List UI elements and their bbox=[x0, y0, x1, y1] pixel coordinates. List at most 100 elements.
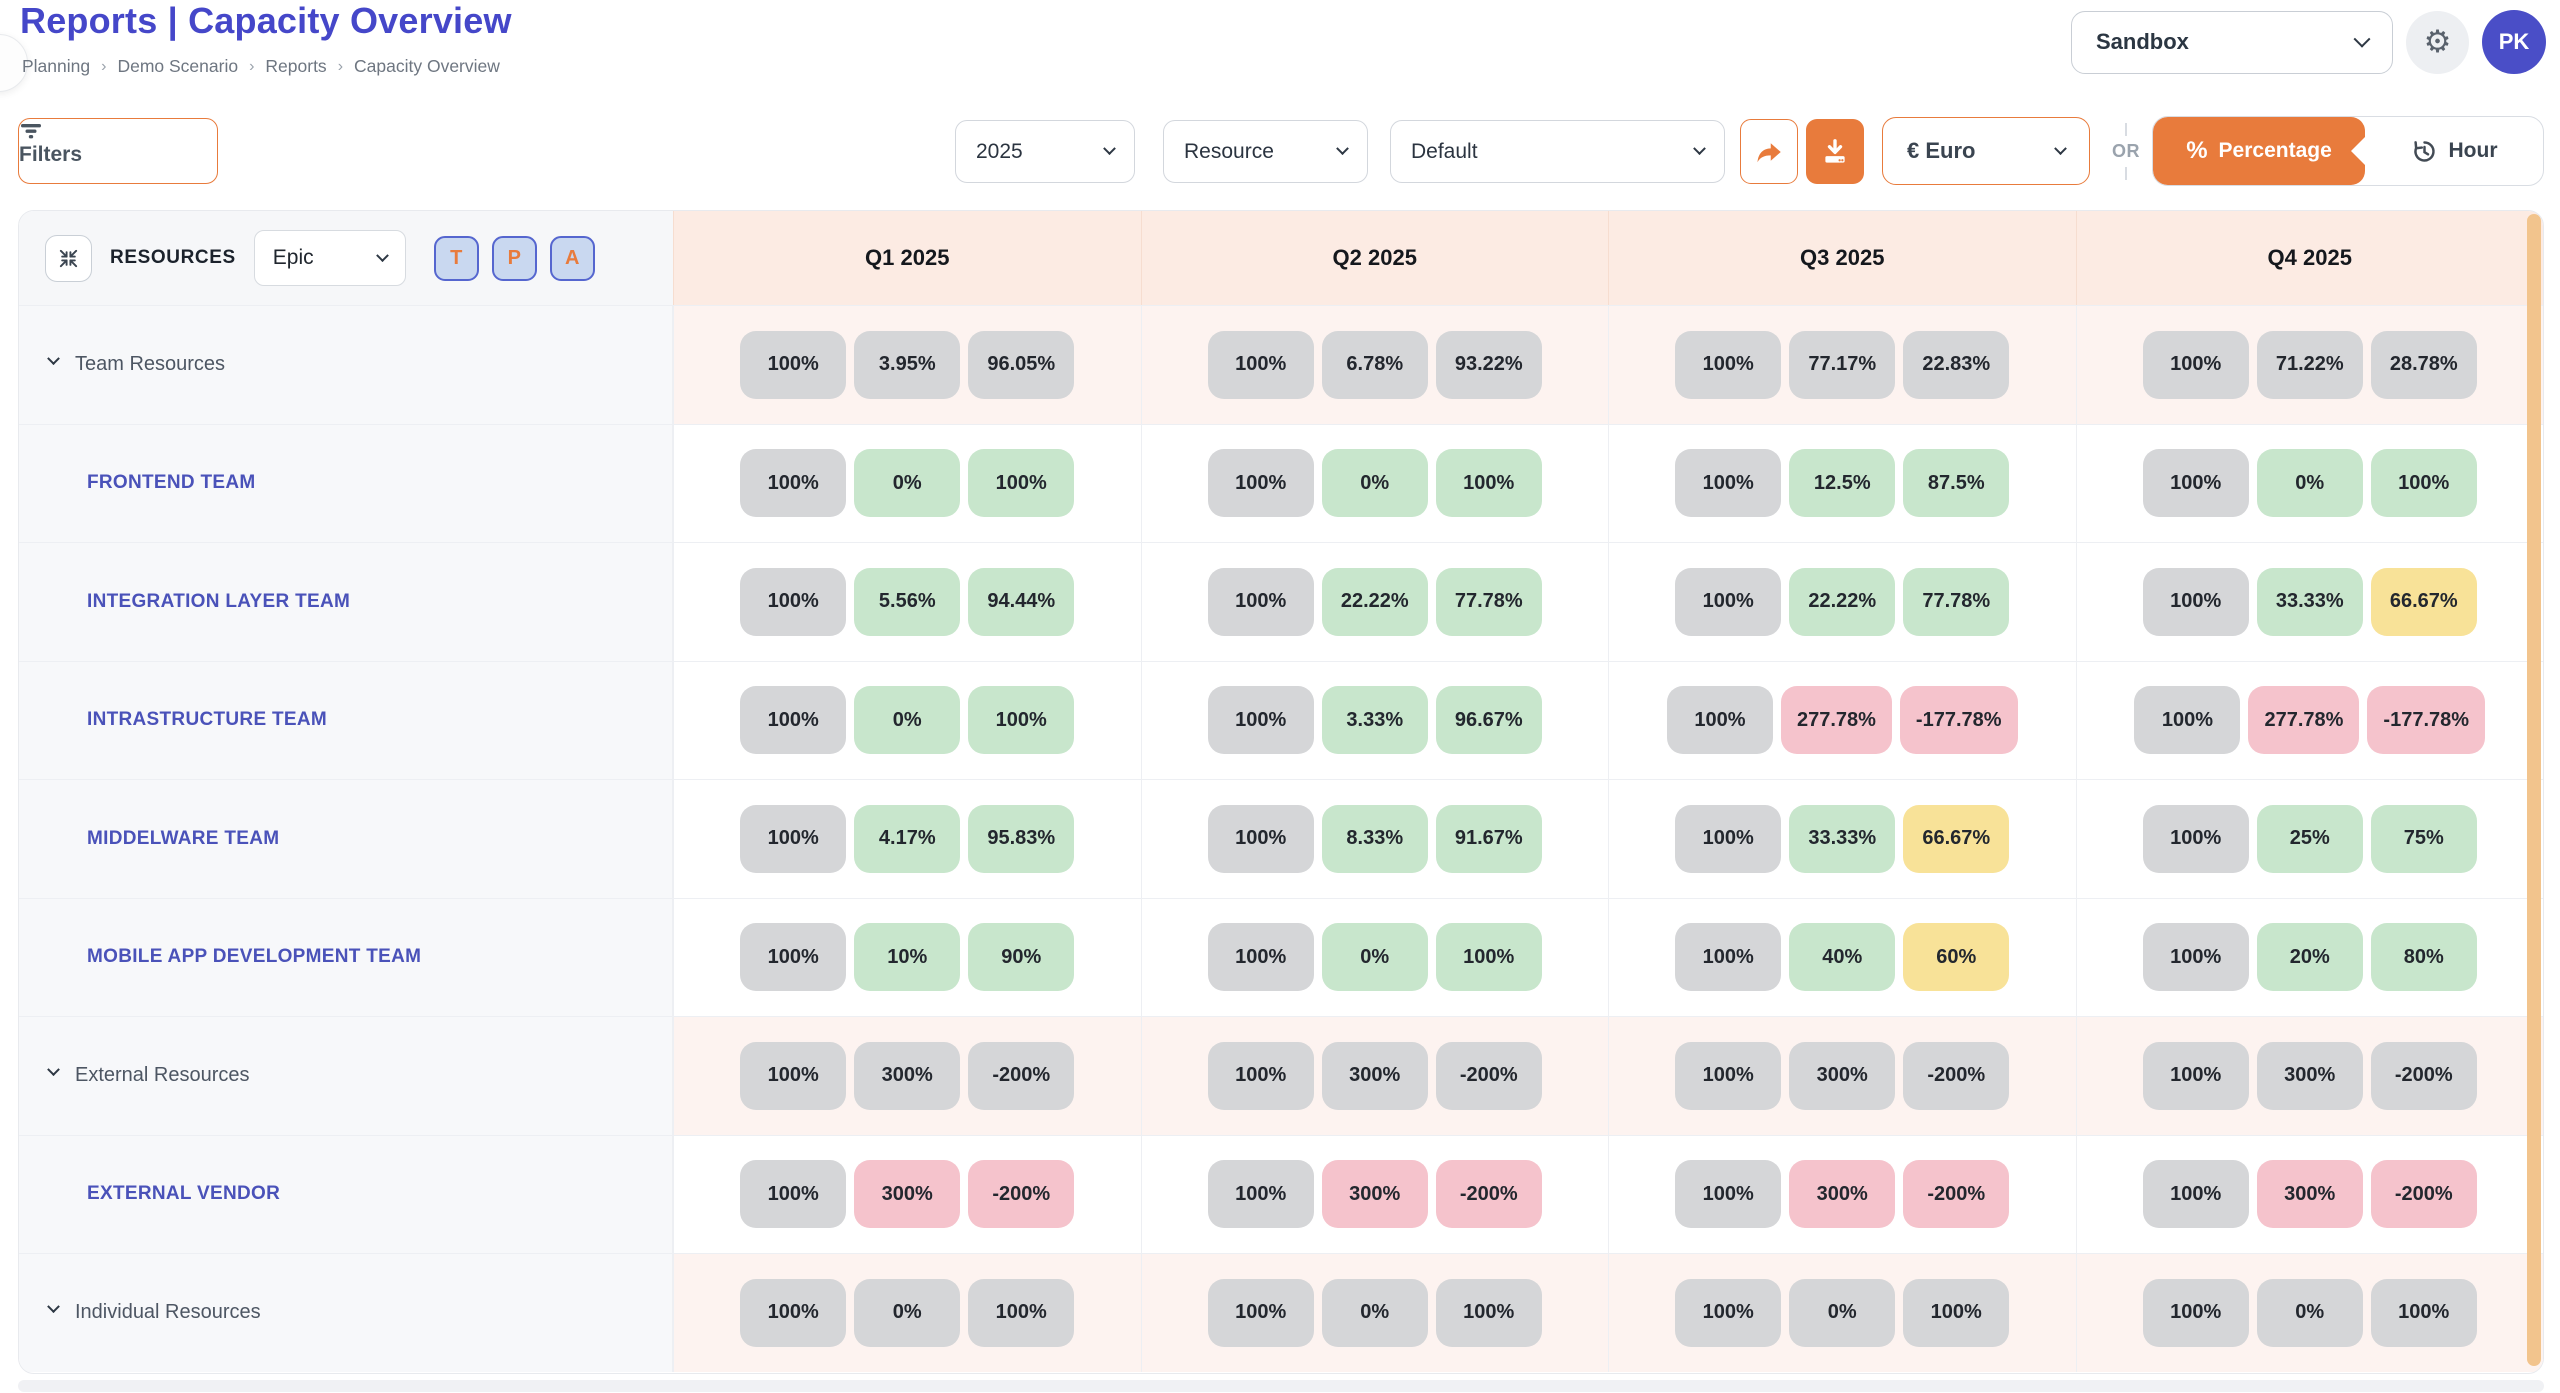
unit-toggle: % Percentage Hour bbox=[2152, 116, 2544, 186]
quarter-cell: 100% 0% 100% bbox=[2075, 1254, 2543, 1372]
capacity-badge: 100% bbox=[1903, 1278, 2010, 1347]
capacity-badge: 300% bbox=[854, 1160, 961, 1229]
team-link[interactable]: FRONTEND TEAM bbox=[87, 472, 256, 494]
capacity-badge: 10% bbox=[854, 923, 961, 992]
team-link[interactable]: INTRASTRUCTURE TEAM bbox=[87, 709, 328, 731]
capacity-badge: 90% bbox=[968, 923, 1075, 992]
team-link[interactable]: EXTERNAL VENDOR bbox=[87, 1183, 281, 1205]
download-button[interactable] bbox=[1806, 119, 1864, 184]
breadcrumb-separator: › bbox=[337, 57, 344, 75]
capacity-badge: 100% bbox=[1435, 1278, 1542, 1347]
capacity-badge: 0% bbox=[854, 1278, 961, 1347]
capacity-badge: -200% bbox=[1435, 1041, 1542, 1110]
resources-label: RESOURCES bbox=[110, 247, 236, 268]
breadcrumb-item[interactable]: Planning bbox=[22, 56, 91, 76]
filter-icon bbox=[21, 124, 41, 139]
column-header-q1: Q1 2025 bbox=[673, 211, 1141, 305]
quarter-cell: 100% 3.33% 96.67% bbox=[1140, 661, 1608, 779]
quarter-cell: 100% 33.33% 66.67% bbox=[1608, 780, 2076, 898]
quarter-cell: 100% 0% 100% bbox=[1608, 1254, 2076, 1372]
quarter-cell: 100% 5.56% 94.44% bbox=[673, 543, 1141, 661]
capacity-badge: 100% bbox=[1207, 1160, 1314, 1229]
capacity-badge: 6.78% bbox=[1321, 330, 1428, 399]
caret-down-icon[interactable] bbox=[47, 352, 60, 371]
collapse-all-button[interactable] bbox=[45, 234, 92, 282]
group-row-label[interactable]: External Resources bbox=[75, 1064, 250, 1087]
team-link[interactable]: MOBILE APP DEVELOPMENT TEAM bbox=[87, 946, 422, 968]
currency-select[interactable]: € Euro bbox=[1882, 117, 2090, 185]
view-select[interactable]: Default bbox=[1390, 120, 1725, 183]
capacity-badge: 100% bbox=[2370, 1278, 2477, 1347]
toggle-percentage[interactable]: % Percentage bbox=[2153, 117, 2365, 185]
quarter-cell: 100% 300% -200% bbox=[1140, 1135, 1608, 1253]
capacity-badge: 100% bbox=[2134, 686, 2241, 755]
capacity-badge: 277.78% bbox=[2248, 686, 2360, 755]
breadcrumb-item[interactable]: Capacity Overview bbox=[354, 56, 500, 76]
capacity-badge: 0% bbox=[1321, 1278, 1428, 1347]
row-label-cell: MOBILE APP DEVELOPMENT TEAM bbox=[19, 898, 673, 1016]
quarter-cell: 100% 0% 100% bbox=[673, 424, 1141, 542]
horizontal-scrollbar[interactable] bbox=[18, 1380, 2544, 1392]
chevron-down-icon bbox=[2353, 30, 2371, 48]
capacity-badge: 100% bbox=[1675, 1041, 1782, 1110]
vertical-scrollbar[interactable] bbox=[2527, 214, 2541, 1366]
capacity-badge: -200% bbox=[1903, 1041, 2010, 1110]
row-label-cell: Individual Resources bbox=[19, 1254, 673, 1372]
group-by-select[interactable]: Resource bbox=[1163, 120, 1368, 183]
table-row: EXTERNAL VENDOR 100% 300% -200% 100% 300% -200… bbox=[19, 1134, 2543, 1253]
environment-select[interactable]: Sandbox bbox=[2071, 10, 2393, 74]
capacity-badge: 100% bbox=[1666, 686, 1773, 755]
capacity-badge: 100% bbox=[1435, 449, 1542, 518]
percent-icon: % bbox=[2186, 137, 2208, 164]
capacity-badge: 4.17% bbox=[854, 804, 961, 873]
capacity-badge: 100% bbox=[740, 1160, 847, 1229]
capacity-badge: 100% bbox=[1435, 923, 1542, 992]
quarter-cell: 100% 10% 90% bbox=[673, 898, 1141, 1016]
capacity-badge: 100% bbox=[2142, 804, 2249, 873]
quarter-cell: 100% 300% -200% bbox=[1140, 1017, 1608, 1135]
capacity-badge: 71.22% bbox=[2256, 330, 2363, 399]
filters-button[interactable]: Filters bbox=[18, 118, 218, 184]
level-select[interactable]: Epic bbox=[253, 230, 406, 286]
quarter-cell: 100% 8.33% 91.67% bbox=[1140, 780, 1608, 898]
quarter-cell: 100% 22.22% 77.78% bbox=[1608, 543, 2076, 661]
avatar[interactable]: PK bbox=[2482, 10, 2546, 74]
capacity-badge: 100% bbox=[1675, 449, 1782, 518]
capacity-badge: 100% bbox=[1675, 567, 1782, 636]
quarter-cell: 100% 0% 100% bbox=[673, 1254, 1141, 1372]
group-row-label[interactable]: Team Resources bbox=[75, 353, 226, 376]
quarter-cell: 100% 0% 100% bbox=[1140, 424, 1608, 542]
caret-down-icon[interactable] bbox=[47, 1300, 60, 1319]
capacity-badge: 8.33% bbox=[1321, 804, 1428, 873]
toggle-t[interactable]: T bbox=[433, 235, 479, 281]
settings-button[interactable]: ⚙ bbox=[2406, 10, 2469, 74]
chevron-down-icon bbox=[1693, 142, 1706, 156]
breadcrumb-item[interactable]: Reports bbox=[265, 56, 327, 76]
table-row: Individual Resources 100% 0% 100% 100% 0% 100%… bbox=[19, 1253, 2543, 1372]
capacity-badge: 300% bbox=[1789, 1041, 1896, 1110]
page-title: Reports | Capacity Overview bbox=[20, 0, 512, 41]
quarter-cell: 100% 20% 80% bbox=[2075, 898, 2543, 1016]
capacity-badge: 96.05% bbox=[968, 330, 1075, 399]
capacity-badge: 0% bbox=[854, 686, 961, 755]
breadcrumb-item[interactable]: Demo Scenario bbox=[117, 56, 239, 76]
year-select[interactable]: 2025 bbox=[955, 120, 1135, 183]
toggle-a[interactable]: A bbox=[549, 235, 595, 281]
caret-down-icon[interactable] bbox=[47, 1063, 60, 1082]
capacity-badge: 100% bbox=[1675, 1278, 1782, 1347]
gear-icon: ⚙ bbox=[2423, 24, 2452, 59]
toggle-hour[interactable]: Hour bbox=[2365, 117, 2543, 185]
group-row-label[interactable]: Individual Resources bbox=[75, 1301, 261, 1324]
quarter-cell: 100% 0% 100% bbox=[1140, 898, 1608, 1016]
header-actions: Sandbox ⚙ PK bbox=[2071, 10, 2546, 74]
row-label-cell: FRONTEND TEAM bbox=[19, 424, 673, 542]
row-label-cell: Team Resources bbox=[19, 306, 673, 424]
toggle-p[interactable]: P bbox=[491, 235, 537, 281]
capacity-badge: 66.67% bbox=[2370, 567, 2477, 636]
team-link[interactable]: INTEGRATION LAYER TEAM bbox=[87, 590, 351, 612]
share-button[interactable] bbox=[1740, 119, 1798, 184]
quarter-cell: 100% 4.17% 95.83% bbox=[673, 780, 1141, 898]
team-link[interactable]: MIDDELWARE TEAM bbox=[87, 827, 280, 849]
